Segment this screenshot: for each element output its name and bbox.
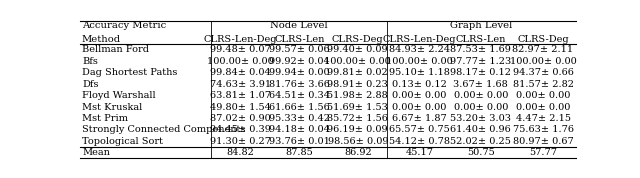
Text: 99.94± 0.00: 99.94± 0.00 xyxy=(269,68,330,77)
Text: 63.81± 1.07: 63.81± 1.07 xyxy=(210,91,271,100)
Text: 51.69± 1.53: 51.69± 1.53 xyxy=(327,103,388,112)
Text: 99.48± 0.07: 99.48± 0.07 xyxy=(211,45,271,54)
Text: 54.12± 0.78: 54.12± 0.78 xyxy=(388,137,450,146)
Text: Dag Shortest Paths: Dag Shortest Paths xyxy=(82,68,177,77)
Text: 6.67± 1.87: 6.67± 1.87 xyxy=(392,114,447,123)
Text: 0.00± 0.00: 0.00± 0.00 xyxy=(392,103,447,112)
Text: 0.00± 0.00: 0.00± 0.00 xyxy=(392,91,447,100)
Text: 49.80± 1.54: 49.80± 1.54 xyxy=(211,103,271,112)
Text: 93.76± 0.01: 93.76± 0.01 xyxy=(269,137,330,146)
Text: 100.00± 0.00: 100.00± 0.00 xyxy=(324,57,391,66)
Text: 95.10± 1.18: 95.10± 1.18 xyxy=(389,68,450,77)
Text: 84.93± 2.24: 84.93± 2.24 xyxy=(388,45,450,54)
Text: 94.45± 0.39: 94.45± 0.39 xyxy=(211,125,271,134)
Text: 99.57± 0.06: 99.57± 0.06 xyxy=(269,45,330,54)
Text: 0.00± 0.00: 0.00± 0.00 xyxy=(516,103,570,112)
Text: Bellman Ford: Bellman Ford xyxy=(82,45,149,54)
Text: CLRS-Deg: CLRS-Deg xyxy=(517,35,569,44)
Text: 86.92: 86.92 xyxy=(344,148,372,157)
Text: 80.97± 0.67: 80.97± 0.67 xyxy=(513,137,573,146)
Text: 53.20± 3.03: 53.20± 3.03 xyxy=(451,114,511,123)
Text: CLRS-Len-Deg: CLRS-Len-Deg xyxy=(204,35,278,44)
Text: 51.98± 2.88: 51.98± 2.88 xyxy=(328,91,388,100)
Text: Method: Method xyxy=(82,35,121,44)
Text: Accuracy Metric: Accuracy Metric xyxy=(82,21,166,30)
Text: 64.51± 0.34: 64.51± 0.34 xyxy=(269,91,330,100)
Text: 50.75: 50.75 xyxy=(467,148,495,157)
Text: CLRS-Len: CLRS-Len xyxy=(274,35,324,44)
Text: 84.82: 84.82 xyxy=(227,148,255,157)
Text: 81.57± 2.82: 81.57± 2.82 xyxy=(513,80,573,89)
Text: 45.17: 45.17 xyxy=(405,148,433,157)
Text: 95.33± 0.42: 95.33± 0.42 xyxy=(269,114,330,123)
Text: CLRS-Deg: CLRS-Deg xyxy=(332,35,383,44)
Text: Dfs: Dfs xyxy=(82,80,99,89)
Text: 52.02± 0.25: 52.02± 0.25 xyxy=(451,137,511,146)
Text: 99.84± 0.04: 99.84± 0.04 xyxy=(211,68,271,77)
Text: 87.85: 87.85 xyxy=(285,148,313,157)
Text: 96.19± 0.09: 96.19± 0.09 xyxy=(328,125,388,134)
Text: 91.30± 0.27: 91.30± 0.27 xyxy=(210,137,271,146)
Text: Strongly Connected Components: Strongly Connected Components xyxy=(82,125,245,134)
Text: 87.53± 1.69: 87.53± 1.69 xyxy=(451,45,511,54)
Text: 0.13± 0.12: 0.13± 0.12 xyxy=(392,80,447,89)
Text: 98.17± 0.12: 98.17± 0.12 xyxy=(451,68,511,77)
Text: 99.81± 0.02: 99.81± 0.02 xyxy=(328,68,388,77)
Text: 99.40± 0.09: 99.40± 0.09 xyxy=(328,45,388,54)
Text: 0.00± 0.00: 0.00± 0.00 xyxy=(454,91,508,100)
Text: Graph Level: Graph Level xyxy=(451,21,513,30)
Text: 100.00± 0.00: 100.00± 0.00 xyxy=(509,57,577,66)
Text: 100.00± 0.00: 100.00± 0.00 xyxy=(207,57,274,66)
Text: 65.57± 0.75: 65.57± 0.75 xyxy=(389,125,450,134)
Text: 98.56± 0.09: 98.56± 0.09 xyxy=(328,137,388,146)
Text: 81.76± 3.66: 81.76± 3.66 xyxy=(269,80,330,89)
Text: 74.63± 3.91: 74.63± 3.91 xyxy=(210,80,271,89)
Text: Mst Prim: Mst Prim xyxy=(82,114,128,123)
Text: 4.47± 2.15: 4.47± 2.15 xyxy=(515,114,570,123)
Text: 94.37± 0.66: 94.37± 0.66 xyxy=(513,68,573,77)
Text: 87.02± 0.90: 87.02± 0.90 xyxy=(211,114,271,123)
Text: 97.77± 1.23: 97.77± 1.23 xyxy=(450,57,511,66)
Text: Floyd Warshall: Floyd Warshall xyxy=(82,91,156,100)
Text: 94.18± 0.04: 94.18± 0.04 xyxy=(269,125,330,134)
Text: 61.40± 0.96: 61.40± 0.96 xyxy=(451,125,511,134)
Text: Mst Kruskal: Mst Kruskal xyxy=(82,103,142,112)
Text: 98.91± 0.23: 98.91± 0.23 xyxy=(327,80,388,89)
Text: Topological Sort: Topological Sort xyxy=(82,137,163,146)
Text: 57.77: 57.77 xyxy=(529,148,557,157)
Text: 82.97± 2.11: 82.97± 2.11 xyxy=(513,45,573,54)
Text: Bfs: Bfs xyxy=(82,57,98,66)
Text: CLRS-Len: CLRS-Len xyxy=(456,35,506,44)
Text: 75.63± 1.76: 75.63± 1.76 xyxy=(513,125,573,134)
Text: 100.00± 0.00: 100.00± 0.00 xyxy=(386,57,452,66)
Text: 85.72± 1.56: 85.72± 1.56 xyxy=(327,114,388,123)
Text: Mean: Mean xyxy=(82,148,110,157)
Text: 0.00± 0.00: 0.00± 0.00 xyxy=(454,103,508,112)
Text: CLRS-Len-Deg: CLRS-Len-Deg xyxy=(383,35,456,44)
Text: 3.67± 1.68: 3.67± 1.68 xyxy=(453,80,508,89)
Text: 61.66± 1.56: 61.66± 1.56 xyxy=(269,103,330,112)
Text: 0.00± 0.00: 0.00± 0.00 xyxy=(516,91,570,100)
Text: Node Level: Node Level xyxy=(271,21,328,30)
Text: 99.92± 0.04: 99.92± 0.04 xyxy=(269,57,330,66)
